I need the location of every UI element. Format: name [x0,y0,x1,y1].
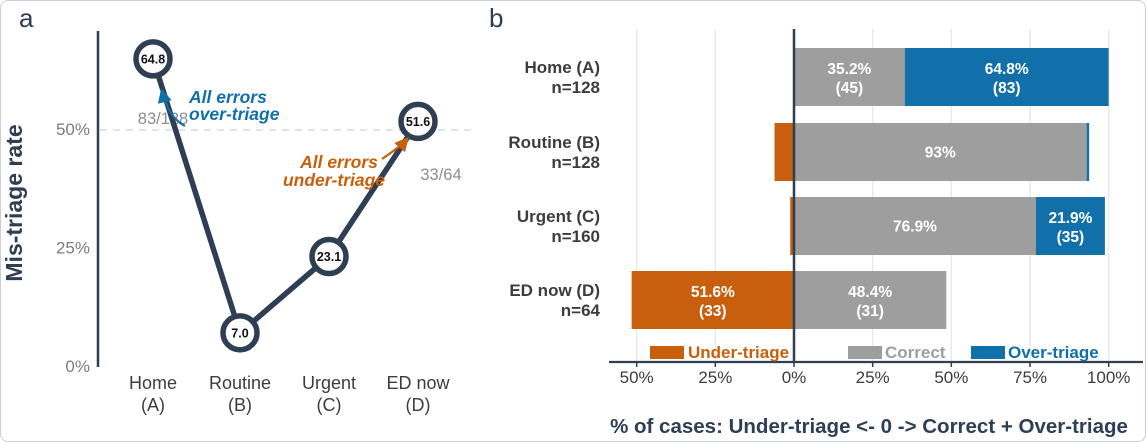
data-point-value: 23.1 [317,250,341,264]
mis-triage-series-line [150,56,421,336]
x-category-sublabel: (D) [406,395,431,415]
legend-label-under: Under-triage [688,343,789,362]
row-label: Routine (B) [508,133,600,152]
bar-label-over-count: (83) [993,80,1021,97]
annotation-arrow-over [157,88,186,127]
x-category-label: ED now [386,373,450,393]
row-n-label: n=64 [561,301,601,320]
annotation-arrow-under [381,136,409,160]
bar-label-correct-pct: 48.4% [848,284,892,301]
panel-b-label: b [489,3,504,33]
bar-over-segment [1035,197,1105,255]
bar-label-under-count: (33) [699,303,727,320]
bar-label-correct: 76.9% [893,219,937,236]
row-n-label: n=160 [551,227,600,246]
bar-label-under-pct: 51.6% [691,284,735,301]
row-label: Urgent (C) [517,207,600,226]
annotation-under-line1: All errors [299,152,378,172]
bar-label-correct-count: (45) [836,80,864,97]
x-axis-title: % of cases: Under-triage <- 0 -> Correct… [610,415,1128,438]
row-n-label: n=128 [551,153,600,172]
data-point-circle [309,236,349,277]
data-point-value: 64.8 [141,52,165,66]
bar-correct-segment [794,48,905,106]
bar-label-correct-pct: 35.2% [827,61,871,78]
panel-a-mis-triage-rate: a 83/128 33/64 64.8 7.0 23.1 51.6 0% 25% 50% Mis-… [1,1,481,441]
row-label: Home (A) [524,58,600,77]
x-category-label: Urgent [302,373,356,393]
bar-under-segment [790,197,794,255]
row-label: ED now (D) [509,281,600,300]
bar-under-segment [631,271,794,329]
data-point-circle [133,39,173,79]
data-point-circle [220,313,260,353]
x-tick-label: 50% [620,368,654,387]
bar-correct-segment [794,123,1087,181]
bar-label-over-pct: 64.8% [985,61,1029,78]
annotation-over-line2: over-triage [189,104,280,124]
data-point-circle [398,101,438,142]
y-tick-label: 50% [56,120,90,139]
y-tick-label: 25% [56,239,90,258]
bar-label-correct: 93% [925,145,956,162]
x-category-sublabel: (A) [141,395,165,415]
data-point-value: 7.0 [231,326,248,340]
x-category-label: Routine [209,373,271,393]
bar-over-segment [1086,123,1090,181]
x-category-sublabel: (C) [317,395,342,415]
annotation-over-line1: All errors [188,87,267,107]
x-tick-label: 75% [1013,368,1047,387]
legend-swatch-over [971,346,1005,359]
x-tick-label: 25% [856,368,890,387]
bar-under-segment [774,123,794,181]
y-tick-label: 0% [65,357,90,376]
bar-label-over-pct: 21.9% [1048,210,1092,227]
annotation-under-line2: under-triage [283,170,385,190]
fraction-label-over: 83/128 [138,110,188,128]
bar-correct-segment [794,197,1036,255]
x-tick-label: 100% [1087,368,1130,387]
legend-label-correct: Correct [885,343,946,362]
panel-a-label: a [19,3,34,33]
x-category-label: Home [129,373,177,393]
bar-correct-segment [794,271,947,329]
bar-label-correct-count: (31) [856,303,884,320]
x-tick-label: 0% [782,368,807,387]
data-point-value: 51.6 [406,115,430,129]
legend-swatch-correct [848,346,882,359]
y-axis-title: Mis-triage rate [1,124,27,281]
triage-outcome-diverging-bar-chart: 35.2%(45)64.8%(83)Home (A)n=12893%Routin… [508,29,1143,438]
legend-swatch-under [650,346,684,359]
bar-label-over-count: (35) [1057,229,1085,246]
panel-b-case-distribution: b 35.2% (45) 64.8% (83) Home (A) n=128 93% Rout… [481,1,1145,441]
x-category-sublabel: (B) [228,395,252,415]
row-n-label: n=128 [551,78,600,97]
bar-over-segment [904,48,1109,106]
fraction-label-under: 33/64 [420,166,461,184]
legend-label-over: Over-triage [1008,343,1099,362]
x-tick-label: 50% [934,368,968,387]
mis-triage-rate-line-chart: 83/128 33/64 64.8 7.0 23.1 51.6 0% 25% 50% Mis-tr… [1,31,473,415]
x-tick-label: 25% [698,368,732,387]
